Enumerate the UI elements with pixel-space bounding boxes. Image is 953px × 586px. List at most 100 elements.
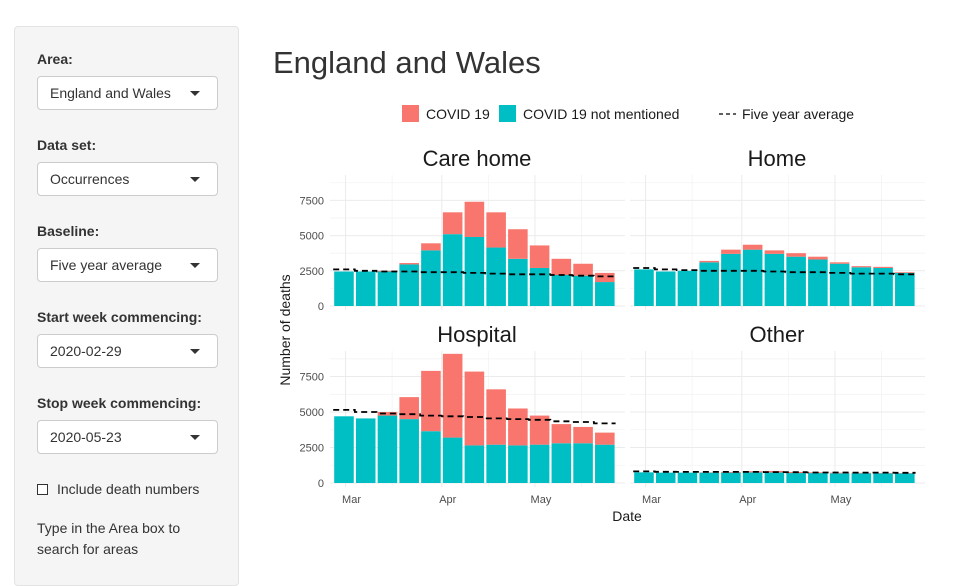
bar-non-covid: [808, 260, 828, 306]
bar-non-covid: [765, 254, 785, 306]
bar-non-covid: [808, 473, 828, 483]
bar-non-covid: [421, 431, 441, 483]
x-tick-label: Apr: [739, 494, 756, 506]
bar-covid: [508, 229, 528, 259]
bar-non-covid: [786, 257, 806, 306]
bar-non-covid: [573, 276, 593, 306]
facet-panel-care-home: 0 2500 5000 7500: [300, 175, 625, 313]
bar-non-covid: [421, 250, 441, 306]
bar-covid: [573, 264, 593, 276]
bar-non-covid: [830, 473, 850, 483]
bar-non-covid: [678, 271, 698, 306]
y-tick-label: 5000: [300, 407, 324, 419]
bar-non-covid: [378, 271, 398, 306]
bar-covid: [595, 433, 615, 445]
y-tick-label: 7500: [300, 372, 324, 384]
bar-non-covid: [743, 472, 763, 483]
bar-covid: [830, 262, 850, 263]
bar-non-covid: [486, 248, 506, 306]
x-tick-label: Mar: [342, 494, 361, 506]
bar-non-covid: [595, 445, 615, 483]
bar-non-covid: [656, 473, 676, 483]
bar-covid: [852, 266, 872, 267]
bar-covid: [808, 257, 828, 260]
facet-panel-hospital: 0 2500 5000 7500 Mar Apr May: [300, 351, 625, 506]
bar-non-covid: [852, 473, 872, 483]
facet-title-care-home: Care home: [423, 146, 532, 171]
x-tick-label: Mar: [642, 494, 661, 506]
bar-non-covid: [443, 234, 463, 306]
bar-non-covid: [334, 271, 354, 306]
x-tick-label: Apr: [439, 494, 456, 506]
legend-label-covid: COVID 19: [426, 106, 490, 122]
bar-non-covid: [508, 259, 528, 306]
bar-non-covid: [378, 416, 398, 483]
bar-covid: [465, 372, 485, 446]
deaths-chart: COVID 19 COVID 19 not mentioned Five yea…: [0, 0, 953, 559]
bar-non-covid: [573, 443, 593, 483]
bar-non-covid: [634, 472, 654, 483]
x-axis-title: Date: [612, 508, 642, 524]
bar-covid: [421, 243, 441, 250]
bar-non-covid: [634, 269, 654, 306]
bar-covid: [399, 263, 419, 264]
bar-non-covid: [399, 419, 419, 483]
bar-covid: [399, 397, 419, 419]
legend: COVID 19 COVID 19 not mentioned Five yea…: [402, 105, 854, 122]
bar-non-covid: [830, 264, 850, 306]
facet-panel-other: Mar Apr May: [630, 351, 925, 506]
bar-covid: [699, 261, 719, 262]
bar-non-covid: [699, 262, 719, 306]
bar-non-covid: [895, 473, 915, 483]
bar-covid: [486, 212, 506, 247]
legend-key-covid: [402, 105, 419, 122]
bar-non-covid: [465, 237, 485, 306]
bar-covid: [573, 427, 593, 443]
bar-covid: [443, 354, 463, 438]
y-tick-label: 5000: [300, 231, 324, 243]
bar-covid: [595, 273, 615, 282]
bar-covid: [743, 245, 763, 250]
bar-non-covid: [765, 472, 785, 483]
bar-non-covid: [356, 271, 376, 306]
y-axis-title: Number of deaths: [277, 274, 293, 385]
bar-covid: [508, 408, 528, 445]
bar-non-covid: [678, 473, 698, 483]
y-tick-label: 7500: [300, 195, 324, 207]
x-tick-label: May: [531, 494, 552, 506]
legend-label-baseline: Five year average: [742, 106, 854, 122]
bar-non-covid: [873, 473, 893, 483]
bar-non-covid: [443, 438, 463, 483]
x-tick-label: May: [831, 494, 852, 506]
bar-non-covid: [552, 275, 572, 306]
bar-non-covid: [721, 473, 741, 483]
baseline-line: [633, 471, 915, 472]
bar-non-covid: [786, 473, 806, 483]
facet-panel-home: [630, 175, 925, 310]
bar-covid: [873, 267, 893, 268]
y-tick-label: 2500: [300, 266, 324, 278]
y-tick-label: 2500: [300, 443, 324, 455]
bar-covid: [421, 371, 441, 431]
bar-non-covid: [656, 271, 676, 306]
y-tick-label: 0: [318, 478, 324, 490]
bar-covid: [530, 245, 550, 268]
bar-covid: [465, 202, 485, 237]
legend-key-non-covid: [499, 105, 516, 122]
facet-title-home: Home: [748, 146, 807, 171]
bar-non-covid: [508, 445, 528, 483]
bar-covid: [443, 212, 463, 234]
legend-label-non-covid: COVID 19 not mentioned: [523, 106, 679, 122]
bar-non-covid: [595, 282, 615, 306]
bar-covid: [552, 259, 572, 275]
bar-covid: [895, 272, 915, 273]
bar-non-covid: [465, 445, 485, 483]
bar-non-covid: [356, 418, 376, 483]
bar-non-covid: [530, 445, 550, 483]
bar-covid: [486, 389, 506, 444]
bar-covid: [721, 250, 741, 254]
y-tick-label: 0: [318, 301, 324, 313]
bar-non-covid: [334, 416, 354, 483]
facet-title-hospital: Hospital: [437, 322, 516, 347]
bar-non-covid: [486, 445, 506, 483]
